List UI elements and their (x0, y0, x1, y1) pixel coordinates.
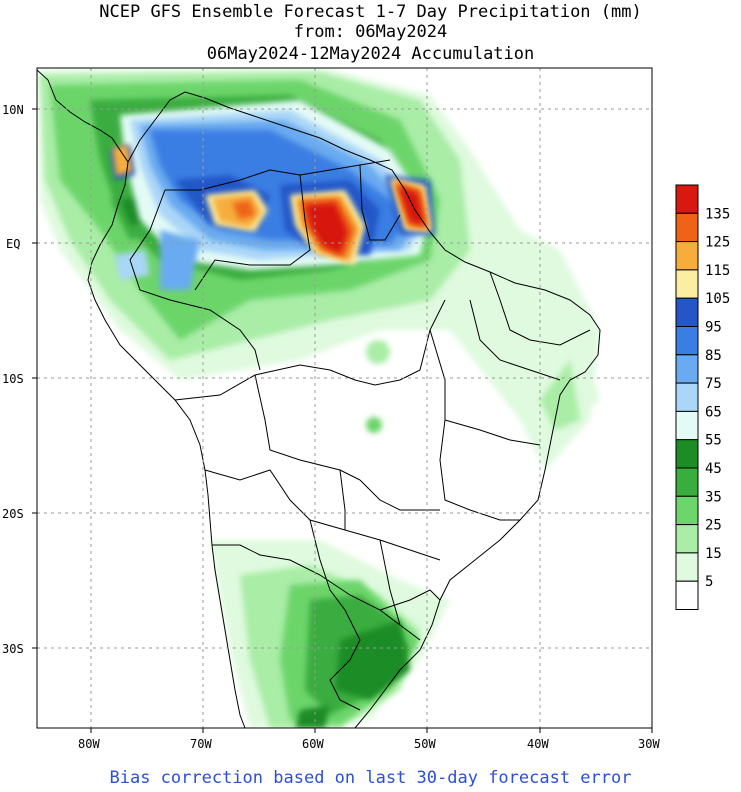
legend-label: 105 (705, 291, 730, 307)
legend-swatch (675, 184, 699, 214)
lat-label-30s: 30S (2, 642, 24, 656)
title-line-2: from: 06May2024 (293, 22, 448, 42)
legend-swatch (675, 297, 699, 328)
map-frame (36, 67, 653, 729)
legend-swatch (675, 495, 699, 526)
lon-label-30w: 30W (638, 737, 660, 751)
legend-swatch (675, 241, 699, 271)
lon-label-40w: 40W (527, 737, 549, 751)
legend-swatch (675, 382, 699, 412)
legend-swatch (675, 212, 699, 243)
legend-swatch (675, 524, 699, 554)
legend-label: 125 (705, 235, 730, 251)
legend-label: 115 (705, 263, 730, 279)
legend-label: 25 (705, 518, 722, 534)
latitude-labels: 10N EQ 10S 20S 30S (2, 103, 24, 656)
gridlines (37, 68, 652, 728)
legend-label: 95 (705, 320, 722, 336)
lon-label-70w: 70W (190, 737, 212, 751)
lon-label-80w: 80W (78, 737, 100, 751)
lon-label-50w: 50W (414, 737, 436, 751)
legend-label: 55 (705, 433, 722, 449)
legend-swatch (675, 580, 699, 611)
coastline-borders (37, 69, 601, 728)
precipitation-field (40, 70, 600, 728)
legend-swatch (675, 354, 699, 384)
legend-swatch (675, 467, 699, 497)
legend-swatch (675, 410, 699, 441)
legend-label: 35 (705, 489, 722, 505)
title-line-3: 06May2024-12May2024 Accumulation (206, 44, 535, 64)
legend-swatch (675, 552, 699, 582)
legend-label: 65 (705, 404, 722, 420)
lon-label-60w: 60W (302, 737, 324, 751)
legend-label: 75 (705, 376, 722, 392)
lat-label-eq: EQ (6, 237, 20, 251)
lat-label-10n: 10N (2, 103, 24, 117)
longitude-labels: 80W 70W 60W 50W 40W 30W (78, 737, 660, 751)
bias-correction-note: Bias correction based on last 30-day for… (109, 768, 632, 788)
lat-label-20s: 20S (2, 507, 24, 521)
legend-label: 85 (705, 348, 722, 364)
title-line-1: NCEP GFS Ensemble Forecast 1-7 Day Preci… (99, 2, 642, 22)
legend-swatch (675, 326, 699, 356)
color-legend: 135 125 115 105 95 85 75 65 55 45 35 25 15 5 (675, 184, 730, 611)
legend-swatch (675, 269, 699, 299)
legend-label: 5 (705, 574, 713, 590)
legend-label: 135 (705, 206, 730, 222)
legend-label: 45 (705, 461, 722, 477)
lat-label-10s: 10S (2, 372, 24, 386)
legend-swatch (675, 439, 699, 469)
legend-label: 15 (705, 546, 722, 562)
axis-ticks (32, 108, 653, 733)
